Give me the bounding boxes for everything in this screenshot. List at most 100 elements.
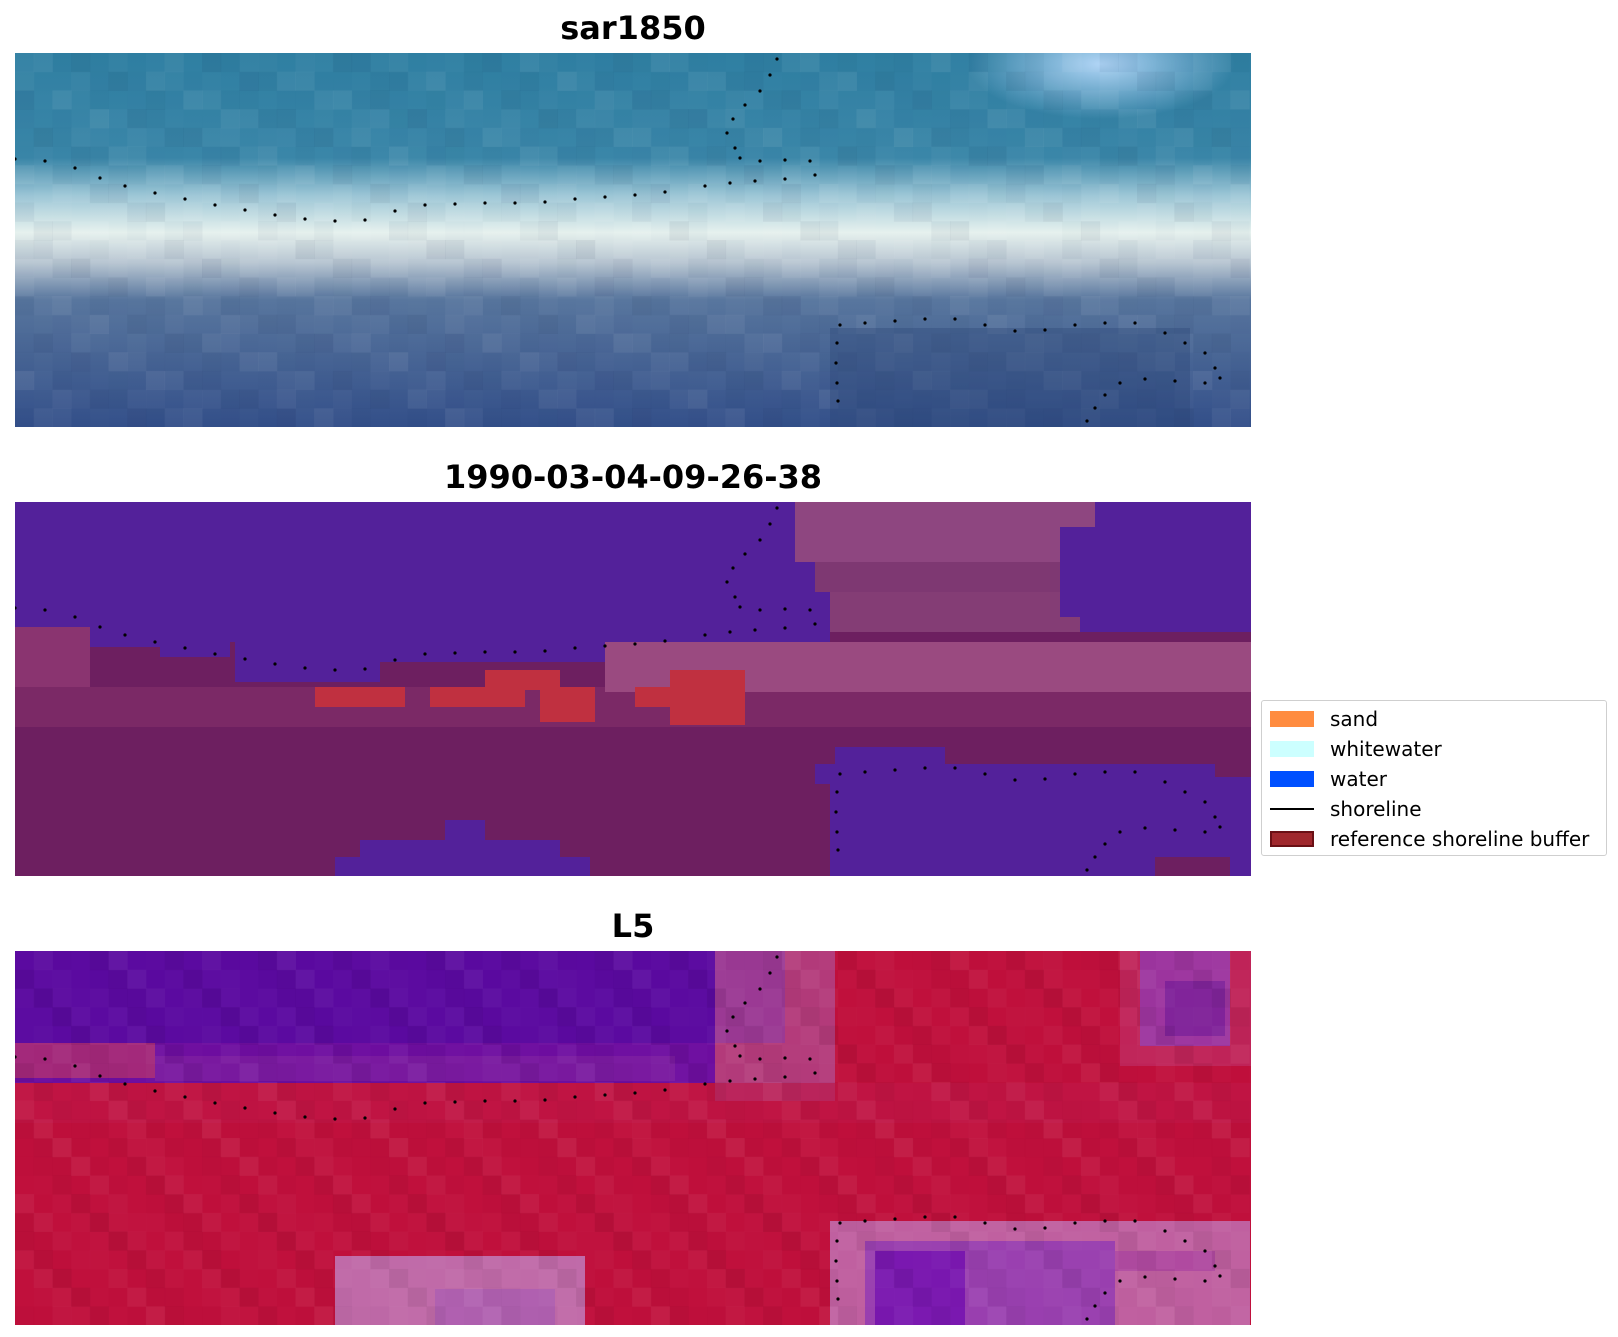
shoreline-dot	[303, 666, 307, 670]
shoreline-dot	[1118, 1279, 1122, 1283]
shoreline-dot	[1133, 770, 1137, 774]
shoreline-dot	[1203, 800, 1207, 804]
shoreline-dot	[836, 848, 840, 852]
shoreline-dot	[1203, 351, 1207, 355]
shoreline-dot	[393, 1107, 397, 1111]
shoreline-dot	[783, 177, 787, 181]
legend-item-reference-buffer: reference shoreline buffer	[1270, 827, 1589, 851]
shoreline-dot	[1073, 1221, 1077, 1225]
shoreline-dot	[1218, 376, 1222, 380]
panel-title-sar: sar1850	[560, 9, 706, 47]
shoreline-dot	[1013, 1227, 1017, 1231]
shoreline-dot	[243, 208, 247, 212]
legend-item-sand: sand	[1270, 707, 1378, 731]
shoreline-dot	[333, 219, 337, 223]
shoreline-dot	[835, 1239, 839, 1243]
shoreline-dot	[453, 202, 457, 206]
shoreline-dot	[836, 1297, 840, 1301]
shoreline-dot	[1218, 825, 1222, 829]
shoreline-dot	[1213, 1264, 1217, 1268]
shoreline-dot	[1133, 1219, 1137, 1223]
shoreline-dot	[728, 181, 732, 185]
shoreline-dot	[633, 193, 637, 197]
shoreline-dot	[483, 650, 487, 654]
shoreline-dot	[543, 200, 547, 204]
shoreline-dot	[1213, 366, 1217, 370]
shoreline-dot	[1143, 377, 1147, 381]
shoreline-dot	[663, 639, 667, 643]
legend-swatch-reference-buffer	[1270, 831, 1314, 847]
shoreline-dot	[483, 201, 487, 205]
index-image	[15, 951, 1251, 1325]
shoreline-dot	[1173, 1277, 1177, 1281]
shoreline-dot	[738, 1054, 742, 1058]
shoreline-dot	[835, 381, 839, 385]
legend-swatch-sand	[1270, 711, 1314, 727]
shoreline-dot	[123, 1082, 127, 1086]
shoreline-dot	[513, 201, 517, 205]
shoreline-dot	[543, 649, 547, 653]
shoreline-dot	[183, 646, 187, 650]
shoreline-dot	[363, 218, 367, 222]
legend-swatch-whitewater	[1270, 741, 1314, 757]
shoreline-dots	[15, 57, 1222, 423]
shoreline-dot	[731, 1015, 735, 1019]
shoreline-dot	[1013, 329, 1017, 333]
shoreline-dot	[1073, 323, 1077, 327]
shoreline-dot	[753, 1077, 757, 1081]
legend-item-water: water	[1270, 767, 1387, 791]
shoreline-dot	[98, 625, 102, 629]
shoreline-dot	[733, 1044, 737, 1048]
shoreline-dot	[243, 657, 247, 661]
shoreline-dot	[303, 1115, 307, 1119]
shoreline-dot	[1163, 780, 1167, 784]
shoreline-dot	[1103, 770, 1107, 774]
shoreline-dot	[758, 987, 762, 991]
shoreline-dot	[1043, 1226, 1047, 1230]
shoreline-dot	[423, 1101, 427, 1105]
shoreline-dot	[731, 566, 735, 570]
shoreline-dot	[758, 608, 762, 612]
shoreline-dot	[783, 158, 787, 162]
shoreline-dot	[733, 146, 737, 150]
shoreline-dot	[834, 1259, 838, 1263]
panel-title-classification: 1990-03-04-09-26-38	[443, 458, 823, 496]
shoreline-dot	[783, 626, 787, 630]
shoreline-dot	[953, 317, 957, 321]
shoreline-dot	[775, 955, 779, 959]
shoreline-dot	[603, 1093, 607, 1097]
shoreline-dot	[838, 772, 842, 776]
shoreline-dot	[333, 668, 337, 672]
shoreline-dot	[1163, 1229, 1167, 1233]
shoreline-dot	[273, 1111, 277, 1115]
shoreline-dot	[838, 1221, 842, 1225]
shoreline-dot	[1183, 790, 1187, 794]
shoreline-dot	[363, 1116, 367, 1120]
classification-panel	[15, 502, 1251, 876]
shoreline-dot	[758, 159, 762, 163]
shoreline-dot	[1103, 1219, 1107, 1223]
shoreline-dot	[1093, 1304, 1097, 1308]
shoreline-dot	[273, 662, 277, 666]
shoreline-dot	[1173, 828, 1177, 832]
shoreline-dot	[73, 166, 77, 170]
shoreline-dot	[738, 605, 742, 609]
shoreline-dot	[633, 642, 637, 646]
shoreline-dot	[808, 608, 812, 612]
shoreline-dot	[1133, 321, 1137, 325]
shoreline-dot	[15, 1055, 17, 1059]
shoreline-dot	[758, 89, 762, 93]
shoreline-dot	[775, 506, 779, 510]
shoreline-dot	[703, 633, 707, 637]
shoreline-dot	[1173, 379, 1177, 383]
shoreline-dot	[1143, 826, 1147, 830]
shoreline-dot	[983, 772, 987, 776]
shoreline-dot	[213, 652, 217, 656]
shoreline-dot	[573, 646, 577, 650]
shoreline-dot	[725, 131, 729, 135]
shoreline-dot	[1183, 1239, 1187, 1243]
shoreline-dot	[43, 608, 47, 612]
shoreline-dot	[1103, 393, 1107, 397]
shoreline-dot	[738, 156, 742, 160]
shoreline-dot	[1073, 772, 1077, 776]
